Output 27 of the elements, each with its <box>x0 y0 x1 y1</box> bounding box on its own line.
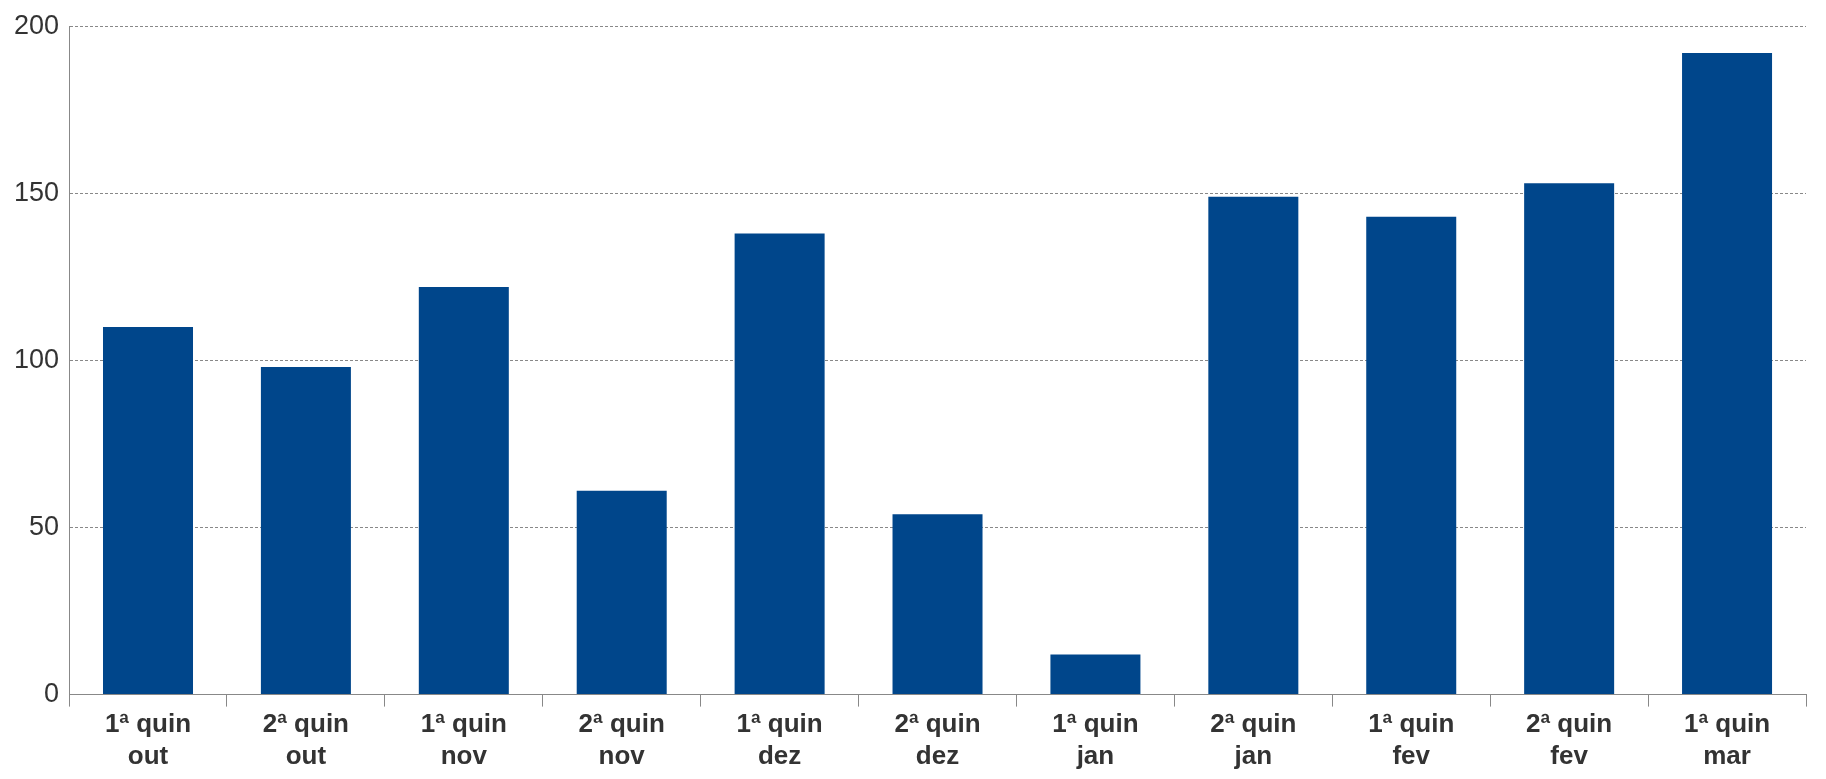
x-tick-label: 1ª quin out <box>104 708 192 770</box>
y-tick-label: 100 <box>13 343 60 374</box>
x-tick-label: 2ª quin jan <box>1210 708 1297 770</box>
bar <box>1682 52 1773 695</box>
bar <box>734 233 825 695</box>
bar <box>1524 183 1615 695</box>
x-tick-label: 2ª quin dez <box>894 708 981 770</box>
bar <box>260 367 351 695</box>
x-tick-label: 1ª quin mar <box>1683 708 1771 770</box>
y-tick-label: 200 <box>13 9 60 40</box>
bar <box>892 514 983 695</box>
y-tick-label: 50 <box>29 510 60 541</box>
x-tick-label: 2ª quin out <box>262 708 349 770</box>
x-tick-label: 2ª quin nov <box>578 708 665 770</box>
bar <box>576 490 667 695</box>
y-tick-label: 150 <box>13 176 60 207</box>
x-tick-label: 1ª quin jan <box>1052 708 1139 770</box>
x-tick-label: 1ª quin fev <box>1368 708 1455 770</box>
bar <box>418 286 509 695</box>
bar <box>1366 216 1457 695</box>
bar <box>1208 196 1299 695</box>
x-tick-label: 1ª quin nov <box>420 708 507 770</box>
x-tick-label: 2ª quin fev <box>1526 708 1613 770</box>
y-tick-label: 0 <box>44 678 60 709</box>
x-tick-label: 1ª quin dez <box>736 708 823 770</box>
bar <box>1050 654 1141 695</box>
bar <box>103 326 193 695</box>
